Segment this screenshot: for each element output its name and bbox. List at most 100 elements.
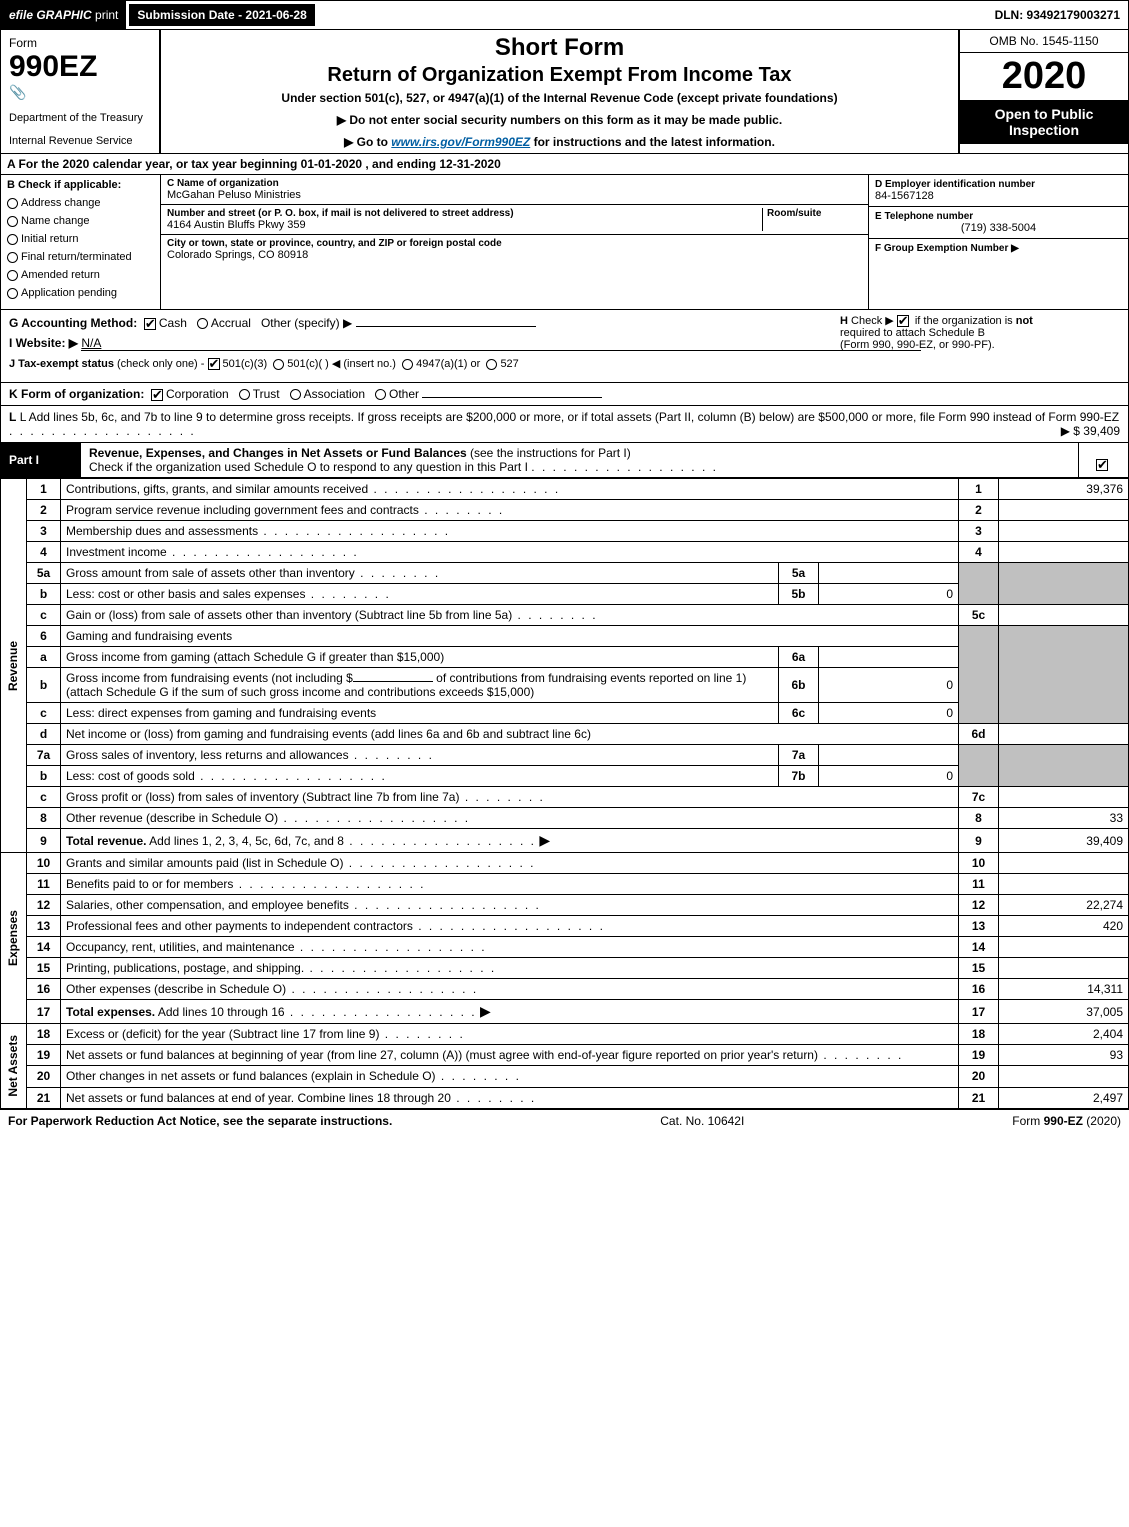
grey-6 [959, 626, 999, 724]
id-block: B Check if applicable: Address change Na… [0, 175, 1129, 310]
title-short-form: Short Form [171, 34, 948, 62]
amt-8: 33 [999, 808, 1129, 829]
lineno-12: 12 [959, 895, 999, 916]
lbl-address-change: Address change [21, 197, 101, 209]
row-6d: d Net income or (loss) from gaming and f… [1, 724, 1129, 745]
cb-cash[interactable] [144, 318, 156, 330]
cb-corporation[interactable] [151, 389, 163, 401]
label-6c: Less: direct expenses from gaming and fu… [61, 703, 779, 724]
num-6d: d [27, 724, 61, 745]
row-6: 6 Gaming and fundraising events [1, 626, 1129, 647]
footer-right: Form 990-EZ (2020) [1012, 1114, 1121, 1128]
amt-11 [999, 874, 1129, 895]
box-def: D Employer identification number 84-1567… [868, 175, 1128, 309]
dept-irs: Internal Revenue Service [9, 135, 151, 147]
num-14: 14 [27, 937, 61, 958]
amt-2 [999, 500, 1129, 521]
label-15: Printing, publications, postage, and shi… [61, 958, 959, 979]
submission-date: Submission Date - 2021-06-28 [128, 3, 315, 27]
line-j: J Tax-exempt status (check only one) - 5… [9, 357, 1120, 370]
lbl-527: 527 [500, 358, 518, 370]
phone: (719) 338-5004 [875, 222, 1122, 234]
num-6a: a [27, 647, 61, 668]
subamt-6b: 0 [819, 668, 959, 703]
cb-trust[interactable] [239, 389, 250, 400]
city: Colorado Springs, CO 80918 [167, 249, 862, 261]
subamt-6a [819, 647, 959, 668]
label-5c: Gain or (loss) from sale of assets other… [61, 605, 959, 626]
amt-12: 22,274 [999, 895, 1129, 916]
amt-9: 39,409 [999, 829, 1129, 853]
num-4: 4 [27, 542, 61, 563]
row-5c: c Gain or (loss) from sale of assets oth… [1, 605, 1129, 626]
cb-schedule-b[interactable] [897, 315, 909, 327]
other-org-field[interactable] [422, 397, 602, 398]
lineno-14: 14 [959, 937, 999, 958]
cb-name-change[interactable] [7, 216, 18, 227]
section-netassets: Net Assets [1, 1024, 27, 1109]
cb-amended-return[interactable] [7, 270, 18, 281]
subnum-7a: 7a [779, 745, 819, 766]
row-1: Revenue 1 Contributions, gifts, grants, … [1, 479, 1129, 500]
num-7a: 7a [27, 745, 61, 766]
irs-link[interactable]: www.irs.gov/Form990EZ [391, 135, 530, 149]
num-12: 12 [27, 895, 61, 916]
print-link[interactable]: print [95, 8, 118, 22]
amt-14 [999, 937, 1129, 958]
j-note: (check only one) - [117, 358, 204, 370]
cb-501c[interactable] [273, 359, 284, 370]
subtitle: Under section 501(c), 527, or 4947(a)(1)… [171, 91, 948, 105]
label-6b: Gross income from fundraising events (no… [61, 668, 779, 703]
amt-10 [999, 853, 1129, 874]
box-c: C Name of organization McGahan Peluso Mi… [161, 175, 868, 309]
cb-initial-return[interactable] [7, 234, 18, 245]
lineno-9: 9 [959, 829, 999, 853]
cb-final-return[interactable] [7, 252, 18, 263]
h-text2: if the organization is [915, 315, 1016, 327]
lbl-room: Room/suite [767, 208, 862, 219]
l-dots [9, 424, 196, 438]
cb-association[interactable] [290, 389, 301, 400]
cb-other-org[interactable] [375, 389, 386, 400]
num-15: 15 [27, 958, 61, 979]
label-4: Investment income [61, 542, 959, 563]
lbl-501c: 501(c)( ) ◀ (insert no.) [287, 358, 396, 370]
grey-5-amt [999, 563, 1129, 605]
num-6c: c [27, 703, 61, 724]
row-16: 16 Other expenses (describe in Schedule … [1, 979, 1129, 1000]
row-12: 12 Salaries, other compensation, and emp… [1, 895, 1129, 916]
dept-treasury: Department of the Treasury [9, 112, 151, 124]
row-9: 9 Total revenue. Add lines 1, 2, 3, 4, 5… [1, 829, 1129, 853]
cb-501c3[interactable] [208, 358, 220, 370]
lbl-name-change: Name change [21, 215, 90, 227]
lineno-6d: 6d [959, 724, 999, 745]
tax-year: 2020 [960, 53, 1128, 100]
label-6a: Gross income from gaming (attach Schedul… [61, 647, 779, 668]
cb-application-pending[interactable] [7, 288, 18, 299]
other-method-field[interactable] [356, 326, 536, 327]
cb-schedule-o-part1[interactable] [1096, 459, 1108, 471]
lbl-phone: E Telephone number [875, 211, 1122, 222]
goto-line: ▶ Go to www.irs.gov/Form990EZ for instru… [171, 135, 948, 149]
label-16: Other expenses (describe in Schedule O) [61, 979, 959, 1000]
cb-accrual[interactable] [197, 318, 208, 329]
num-6b: b [27, 668, 61, 703]
label-7c: Gross profit or (loss) from sales of inv… [61, 787, 959, 808]
line-l: L L Add lines 5b, 6c, and 7b to line 9 t… [0, 406, 1129, 443]
num-16: 16 [27, 979, 61, 1000]
cb-4947[interactable] [402, 359, 413, 370]
cb-527[interactable] [486, 359, 497, 370]
subamt-7a [819, 745, 959, 766]
lbl-cash: Cash [159, 316, 187, 330]
j-label: J Tax-exempt status [9, 358, 114, 370]
row-11: 11 Benefits paid to or for members 11 [1, 874, 1129, 895]
lineno-5c: 5c [959, 605, 999, 626]
lineno-18: 18 [959, 1024, 999, 1045]
num-17: 17 [27, 1000, 61, 1024]
row-5a: 5a Gross amount from sale of assets othe… [1, 563, 1129, 584]
cb-address-change[interactable] [7, 198, 18, 209]
lineno-21: 21 [959, 1087, 999, 1108]
label-21: Net assets or fund balances at end of ye… [61, 1087, 959, 1108]
lbl-4947: 4947(a)(1) or [416, 358, 480, 370]
subnum-5b: 5b [779, 584, 819, 605]
